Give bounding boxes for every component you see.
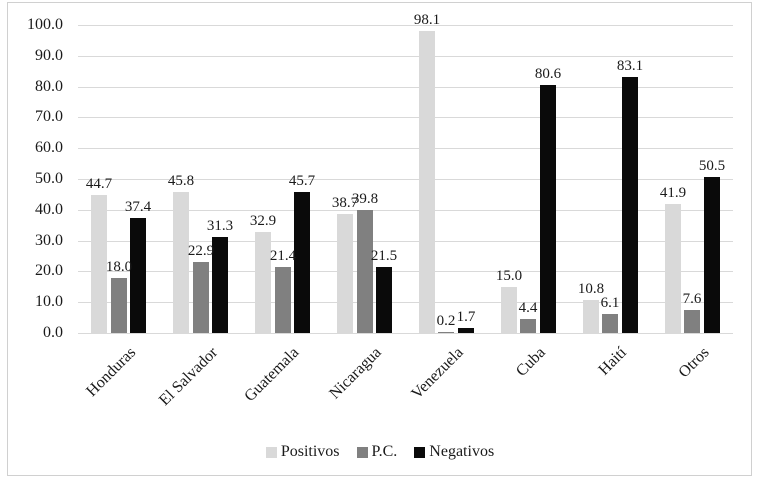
gridline bbox=[78, 148, 733, 149]
bar-pc-4 bbox=[438, 332, 454, 333]
gridline bbox=[78, 117, 733, 118]
gridline bbox=[78, 25, 733, 26]
bar-positivos-1 bbox=[173, 192, 189, 333]
bar-value-label: 39.8 bbox=[351, 191, 379, 207]
x-category-label: Guatemala bbox=[241, 344, 303, 406]
x-category-label: Haití bbox=[595, 344, 631, 379]
bar-value-label: 22.9 bbox=[187, 243, 215, 259]
bar-value-label: 80.6 bbox=[534, 66, 562, 82]
y-tick-label: 10.0 bbox=[35, 293, 63, 310]
bar-value-label: 15.0 bbox=[495, 268, 523, 284]
bar-value-label: 1.7 bbox=[456, 309, 476, 325]
bar-negativos-1 bbox=[212, 237, 228, 333]
bar-negativos-7 bbox=[704, 177, 720, 333]
bar-positivos-4 bbox=[419, 31, 435, 333]
bar-negativos-0 bbox=[130, 218, 146, 333]
bar-positivos-7 bbox=[665, 204, 681, 333]
bar-positivos-2 bbox=[255, 232, 271, 333]
bar-value-label: 37.4 bbox=[124, 199, 152, 215]
bar-pc-6 bbox=[602, 314, 618, 333]
bar-value-label: 83.1 bbox=[616, 58, 644, 74]
legend-swatch-icon bbox=[414, 446, 426, 458]
y-tick-label: 60.0 bbox=[35, 139, 63, 156]
bar-value-label: 44.7 bbox=[85, 176, 113, 192]
bar-value-label: 41.9 bbox=[659, 185, 687, 201]
bar-value-label: 21.4 bbox=[269, 248, 297, 264]
legend-swatch-icon bbox=[265, 446, 277, 458]
bar-value-label: 6.1 bbox=[600, 295, 620, 311]
x-category-label: Nicaragua bbox=[326, 344, 385, 403]
legend-label: Positivos bbox=[280, 443, 340, 460]
bar-pc-3 bbox=[357, 210, 373, 333]
bar-value-label: 0.2 bbox=[436, 313, 456, 329]
bar-value-label: 32.9 bbox=[249, 213, 277, 229]
bar-positivos-3 bbox=[337, 214, 353, 333]
gridline bbox=[78, 241, 733, 242]
bar-value-label: 98.1 bbox=[413, 12, 441, 28]
bar-negativos-2 bbox=[294, 192, 310, 333]
legend-swatch-icon bbox=[356, 446, 368, 458]
x-category-label: Cuba bbox=[512, 344, 549, 380]
x-category-label: Otros bbox=[674, 344, 713, 382]
bar-pc-0 bbox=[111, 278, 127, 333]
y-tick-label: 40.0 bbox=[35, 201, 63, 218]
legend-label: Negativos bbox=[429, 443, 495, 460]
x-axis-line bbox=[78, 333, 733, 334]
bar-value-label: 45.7 bbox=[288, 173, 316, 189]
bar-negativos-3 bbox=[376, 267, 392, 333]
bar-negativos-4 bbox=[458, 328, 474, 333]
gridline bbox=[78, 210, 733, 211]
y-tick-label: 90.0 bbox=[35, 47, 63, 64]
x-category-label: El Salvador bbox=[155, 344, 221, 410]
bar-pc-5 bbox=[520, 319, 536, 333]
y-tick-label: 20.0 bbox=[35, 262, 63, 279]
legend-label: P.C. bbox=[371, 443, 398, 460]
bar-value-label: 31.3 bbox=[206, 218, 234, 234]
bar-pc-7 bbox=[684, 310, 700, 333]
bar-negativos-6 bbox=[622, 77, 638, 333]
gridline bbox=[78, 56, 733, 57]
bar-value-label: 4.4 bbox=[518, 300, 538, 316]
gridline bbox=[78, 179, 733, 180]
y-tick-label: 100.0 bbox=[27, 16, 63, 33]
bar-value-label: 45.8 bbox=[167, 173, 195, 189]
bar-value-label: 18.0 bbox=[105, 259, 133, 275]
x-category-label: Venezuela bbox=[407, 344, 467, 403]
bar-value-label: 7.6 bbox=[682, 291, 702, 307]
bar-value-label: 50.5 bbox=[698, 158, 726, 174]
gridline bbox=[78, 302, 733, 303]
y-tick-label: 50.0 bbox=[35, 170, 63, 187]
y-tick-label: 70.0 bbox=[35, 108, 63, 125]
legend: Positivos P.C. Negativos bbox=[8, 443, 752, 461]
bar-value-label: 10.8 bbox=[577, 281, 605, 297]
bar-positivos-5 bbox=[501, 287, 517, 333]
bar-negativos-5 bbox=[540, 85, 556, 333]
y-tick-label: 30.0 bbox=[35, 232, 63, 249]
bar-positivos-0 bbox=[91, 195, 107, 333]
bar-value-label: 21.5 bbox=[370, 248, 398, 264]
legend-item-positivos: Positivos bbox=[265, 443, 340, 461]
bar-pc-2 bbox=[275, 267, 291, 333]
gridline bbox=[78, 87, 733, 88]
legend-item-negativos: Negativos bbox=[414, 443, 494, 461]
bar-positivos-6 bbox=[583, 300, 599, 333]
y-tick-label: 0.0 bbox=[43, 324, 63, 341]
y-tick-label: 80.0 bbox=[35, 78, 63, 95]
x-category-label: Honduras bbox=[82, 344, 139, 401]
bar-value-label: 38.7 bbox=[331, 195, 359, 211]
legend-item-pc: P.C. bbox=[356, 443, 398, 461]
gridline bbox=[78, 271, 733, 272]
bar-pc-1 bbox=[193, 262, 209, 333]
